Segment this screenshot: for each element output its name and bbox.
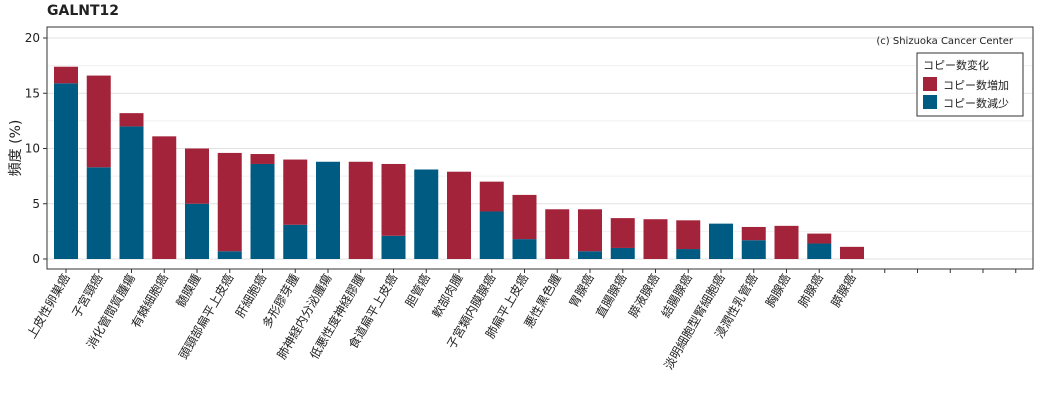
bar-loss [86, 167, 111, 259]
bar-gain [578, 209, 602, 252]
chart-title: GALNT12 [47, 3, 119, 19]
x-tick-label: 胆管癌 [402, 271, 433, 310]
x-tick-label: 胸腺癌 [762, 271, 793, 310]
bar-gain [545, 209, 570, 259]
bar-loss [414, 169, 439, 259]
bar-loss [741, 240, 766, 259]
credit-text: (c) Shizuoka Cancer Center [876, 36, 1014, 47]
bar-gain [283, 159, 308, 225]
bar-loss [217, 251, 242, 259]
x-tick-label: 肺腺癌 [795, 271, 826, 310]
bar-gain [54, 66, 78, 84]
x-tick-label: 胃腺癌 [566, 271, 597, 310]
bar-loss [512, 239, 537, 259]
bar-loss [578, 251, 602, 259]
bar-gain [217, 152, 242, 252]
x-tick-label: 直腸腺癌 [592, 271, 629, 320]
x-tick-label: 膵腺癌 [828, 271, 859, 310]
bar-gain [381, 163, 406, 236]
bar-gain [676, 220, 701, 250]
legend-title: コピー数変化 [923, 58, 989, 72]
bar-loss [316, 161, 340, 259]
bar-gain [86, 75, 111, 168]
bar-loss [676, 249, 701, 259]
y-tick-label: 15 [25, 86, 40, 100]
x-tick-label: 髄膜腫 [173, 271, 204, 310]
bar-loss [54, 83, 78, 260]
bar-gain [348, 161, 373, 259]
x-tick-label: 肝細胞癌 [232, 271, 269, 320]
y-tick-label: 0 [32, 252, 40, 266]
x-tick-label: 膵液腺癌 [625, 271, 662, 320]
bar-loss [381, 235, 406, 259]
x-tick-label: 子宮頸癌 [68, 271, 105, 320]
legend-swatch-loss [923, 95, 937, 109]
x-tick-label: 軟部肉腫 [429, 271, 466, 320]
bar-loss [610, 247, 635, 259]
bar-loss [709, 223, 733, 259]
bar-gain [643, 219, 668, 259]
bar-gain [447, 171, 471, 259]
y-tick-label: 5 [32, 197, 40, 211]
bar-gain [610, 218, 635, 248]
bar-loss [807, 243, 832, 259]
bars-layer [54, 66, 864, 260]
bar-gain [774, 225, 799, 259]
legend-label-loss: コピー数減少 [943, 96, 1009, 110]
bar-gain [479, 181, 504, 212]
legend-label-gain: コピー数増加 [943, 79, 1009, 92]
bar-gain [512, 194, 537, 240]
bar-gain [807, 233, 832, 244]
legend-swatch-gain [923, 77, 937, 91]
bar-loss [250, 163, 275, 259]
bar-gain [250, 154, 275, 164]
bar-gain [119, 113, 144, 127]
bar-loss [283, 224, 308, 259]
bar-gain [152, 136, 177, 259]
bar-gain [741, 226, 766, 241]
legend: コピー数変化 コピー数増加 コピー数減少 [916, 52, 1024, 117]
grid-layer [47, 37, 1033, 260]
bar-gain [185, 148, 209, 204]
bar-gain [840, 246, 864, 259]
bar-loss [185, 203, 209, 259]
x-tick-label: 結腸腺癌 [658, 271, 695, 320]
plot-border [46, 26, 1034, 270]
y-tick-label: 20 [25, 31, 40, 45]
y-tick-label: 10 [25, 142, 40, 156]
bar-loss [479, 211, 504, 259]
x-tick-label: 上皮性卵巣癌 [24, 271, 73, 341]
bar-loss [119, 126, 144, 260]
y-axis-label: 頻度 (%) [8, 120, 24, 177]
x-tick-label: 淡明細胞型腎細胞癌 [661, 271, 728, 372]
